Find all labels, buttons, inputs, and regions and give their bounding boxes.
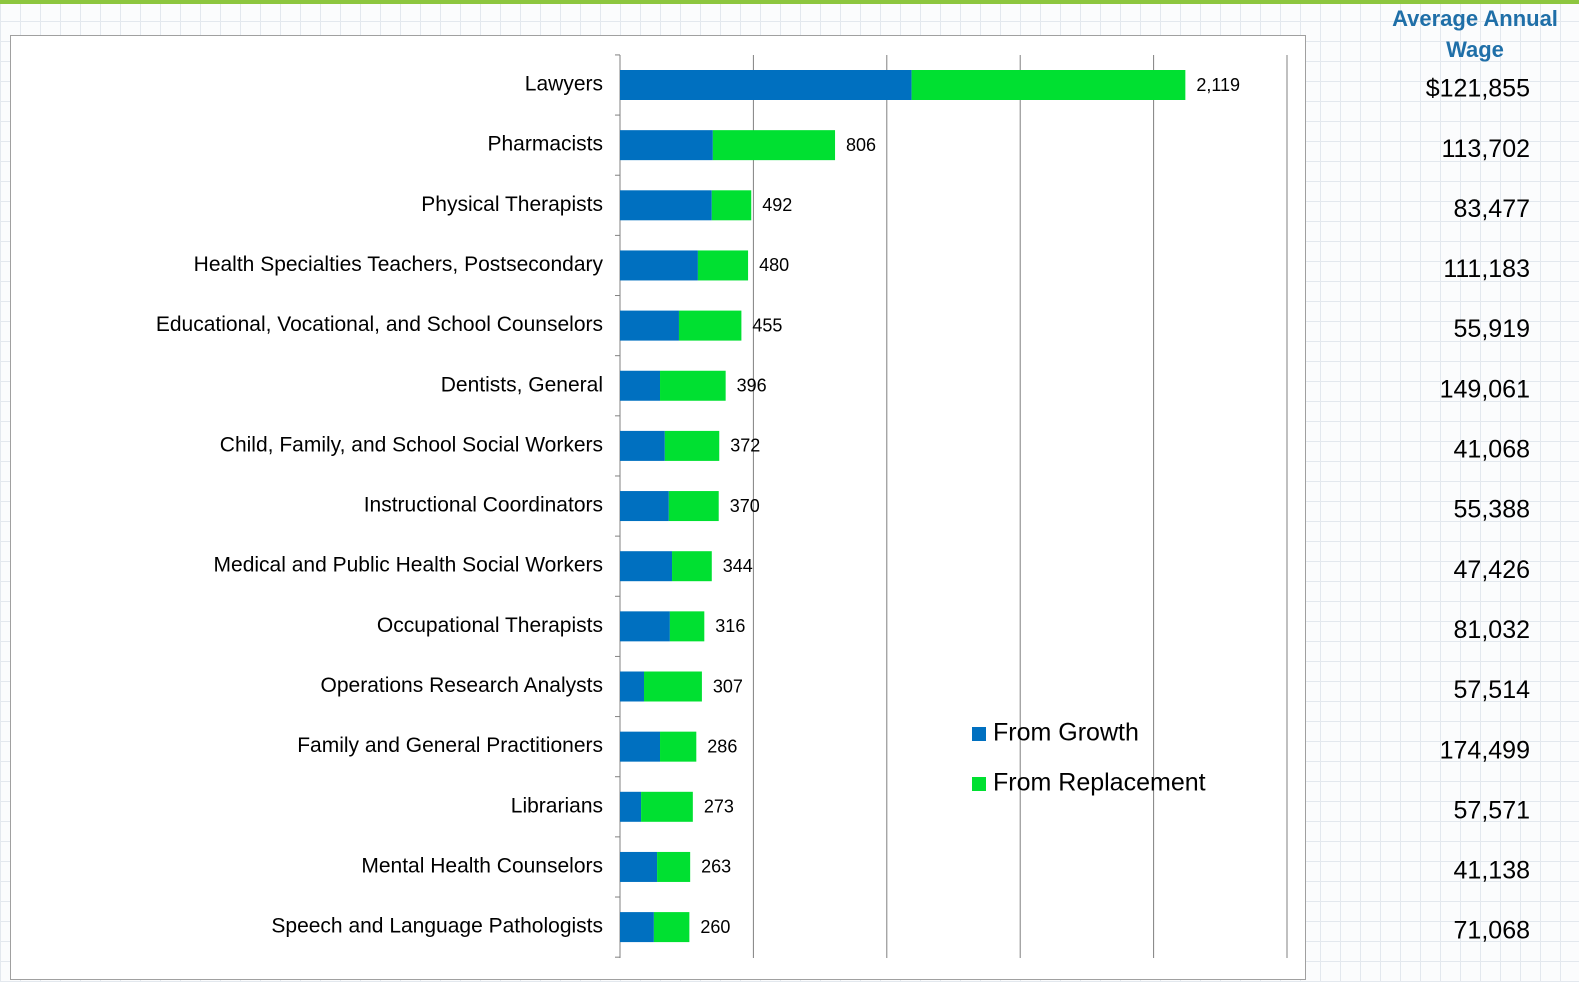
bar-segment [620,791,642,822]
bar-segment [712,130,836,161]
wage-value: 174,499 [1440,736,1530,764]
value-label: 273 [704,797,734,817]
category-label: Medical and Public Health Social Workers [214,554,603,577]
wage-value: 111,183 [1443,255,1530,283]
bar-segment [620,851,658,882]
bar-segment [620,430,665,461]
bar-segment [911,70,1186,100]
category-label: Occupational Therapists [377,614,603,637]
value-label: 307 [713,676,743,696]
wage-value: 113,702 [1441,135,1530,163]
bar-segment [620,370,661,401]
value-label: 455 [752,315,782,335]
bar-segment [620,250,698,281]
category-label: Physical Therapists [421,193,603,216]
value-label: 372 [730,436,760,456]
wage-value: $121,855 [1426,75,1530,103]
bar-segment [620,190,712,221]
category-label: Child, Family, and School Social Workers [220,433,603,456]
value-label: 263 [701,857,731,877]
bar-segment [620,912,654,943]
legend-label: From Growth [993,719,1139,747]
wage-header: Average Annual Wage [1392,6,1558,62]
value-label: 480 [759,255,789,275]
value-label: 370 [730,496,760,516]
category-label: Speech and Language Pathologists [271,915,603,938]
value-label: 316 [715,616,745,636]
category-label: Educational, Vocational, and School Coun… [156,313,603,336]
bar-segment [697,250,749,281]
bar-segment [660,731,697,762]
legend-label: From Replacement [993,769,1206,797]
category-label: Instructional Coordinators [364,494,603,517]
legend-swatch [972,727,986,741]
bar-segment [660,370,726,401]
category-label: Pharmacists [487,133,603,156]
bar-segment [641,791,693,822]
bar-segment [620,551,673,582]
wage-value: 55,388 [1454,496,1530,524]
bar-segment [620,671,645,702]
category-label: Family and General Practitioners [297,734,603,757]
bar-segment [620,70,912,100]
bar-segment [664,430,720,461]
bar-segment [620,731,661,762]
category-label: Mental Health Counselors [361,854,603,877]
category-label: Lawyers [525,73,603,96]
bar-segment [620,130,713,161]
legend-swatch [972,777,986,791]
value-label: 492 [762,195,792,215]
wage-value: 47,426 [1454,556,1530,584]
bar-segment [653,912,690,943]
bar-segment [620,611,670,642]
category-label: Health Specialties Teachers, Postseconda… [194,253,604,276]
wage-value: 81,032 [1454,616,1530,644]
value-label: 344 [723,556,753,576]
category-label: Operations Research Analysts [321,674,603,697]
bar-segment [668,491,719,522]
value-label: 2,119 [1196,75,1240,95]
wage-value: 41,138 [1454,857,1530,885]
bar-segment [620,491,669,522]
wage-value: 41,068 [1454,436,1530,464]
bar-segment [644,671,702,702]
bar-segment [711,190,752,221]
value-label: 260 [700,917,730,937]
wage-value: 55,919 [1454,315,1530,343]
value-label: 286 [707,736,737,756]
bar-segment [678,310,742,341]
value-label: 806 [846,135,876,155]
wage-value: 71,068 [1454,917,1530,945]
wage-value: 83,477 [1454,195,1530,223]
bar-segment [657,851,691,882]
bar-segment [669,611,705,642]
wage-value: 149,061 [1440,375,1530,403]
category-label: Dentists, General [441,373,603,396]
top-rule [0,0,1579,4]
wage-value: 57,514 [1454,676,1531,704]
bar-segment [672,551,712,582]
wage-value: 57,571 [1454,796,1530,824]
category-label: Librarians [511,794,603,817]
value-label: 396 [737,376,767,396]
bar-segment [620,310,679,341]
